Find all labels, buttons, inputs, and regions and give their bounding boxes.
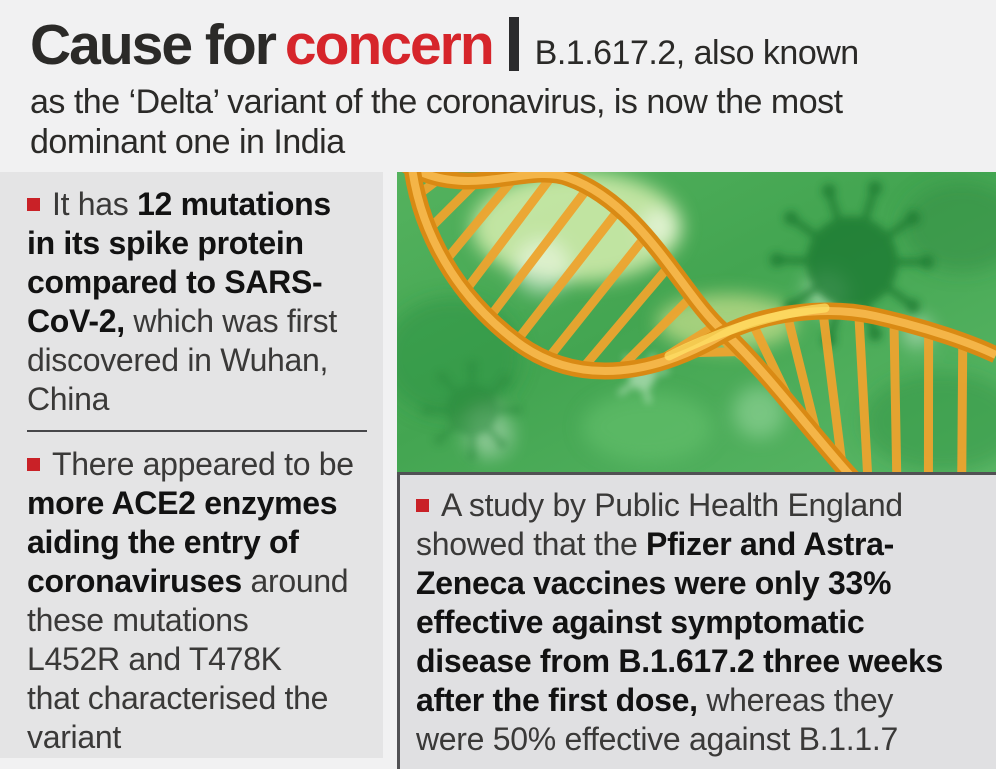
fact-mutations: It has 12 mutations in its spike protein c… <box>27 185 375 419</box>
fact-mutations-text: It has 12 mutations in its spike protein c… <box>27 186 337 417</box>
bullet-square-icon <box>27 458 40 471</box>
dna-strand-b-highlight <box>408 172 996 376</box>
bullet-square-icon <box>27 198 40 211</box>
dna-strands <box>401 172 996 472</box>
divider-rule <box>27 430 367 432</box>
fact-vaccine-study-text: A study by Public Health England showed t… <box>416 487 943 757</box>
dna-illustration <box>397 172 996 472</box>
fact-vaccine-study: A study by Public Health England showed t… <box>416 486 986 759</box>
headline-text-black: Cause for <box>30 13 277 77</box>
right-study-panel: A study by Public Health England showed t… <box>397 472 996 769</box>
fact-ace2-text: There appeared to be more ACE2 enzymes aid… <box>27 446 354 755</box>
headline-subtitle-rest: as the ‘Delta’ variant of the coronaviru… <box>30 83 843 161</box>
headline-separator-bar <box>508 17 519 71</box>
bullet-square-icon <box>416 499 429 512</box>
header: Cause for concern B.1.617.2, also known as… <box>30 14 980 162</box>
left-facts-panel: It has 12 mutations in its spike protein c… <box>0 172 383 758</box>
headline: Cause for concern B.1.617.2, also known <box>30 14 980 78</box>
coronavirus-small-icon <box>422 361 522 461</box>
dna-rungs <box>412 172 968 472</box>
headline-text-red: concern <box>284 13 495 77</box>
fact-ace2: There appeared to be more ACE2 enzymes aid… <box>27 445 375 757</box>
dna-helix-graphic <box>397 172 996 472</box>
dna-glow-highlight <box>664 303 830 361</box>
headline-subtitle-lead: B.1.617.2, also known <box>534 34 860 72</box>
